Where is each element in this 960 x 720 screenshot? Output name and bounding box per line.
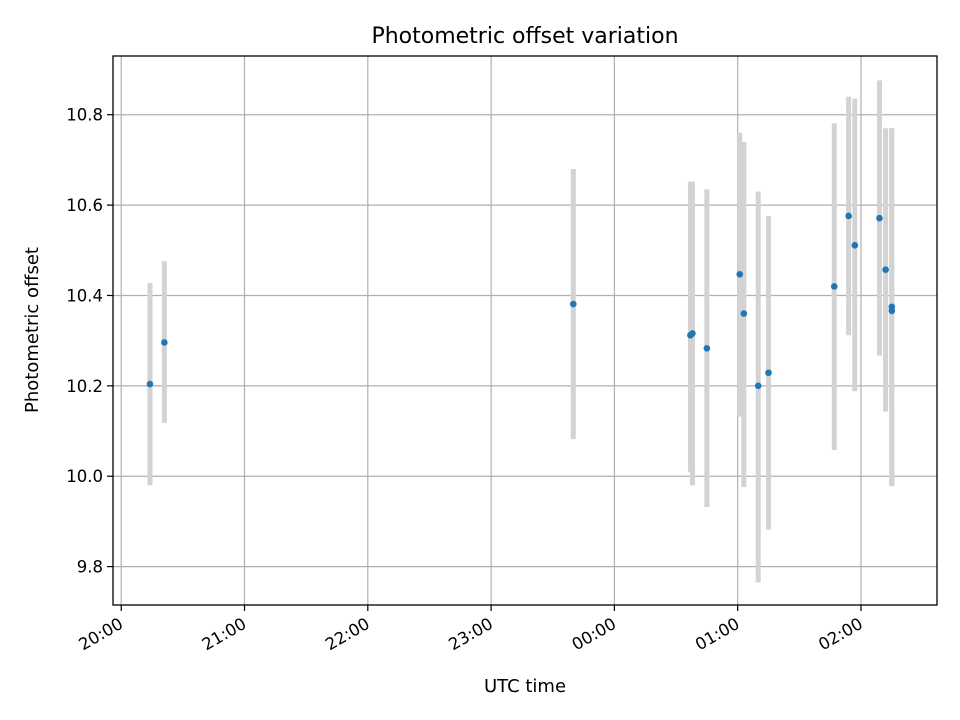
data-point — [689, 330, 696, 337]
data-point — [830, 283, 838, 290]
data-point — [882, 266, 889, 274]
data-point — [569, 300, 577, 308]
data-point — [851, 242, 859, 249]
plot-frame — [112, 55, 938, 606]
data-point — [876, 214, 883, 222]
y-tick-label: 10.8 — [66, 106, 103, 125]
data-point — [703, 345, 711, 352]
x-tick-label: 21:00 — [199, 614, 250, 654]
x-tick-label: 20:00 — [76, 614, 127, 654]
data-point — [754, 382, 762, 390]
y-tick-label: 10.4 — [66, 286, 103, 305]
data-point — [740, 310, 748, 317]
x-axis-label: UTC time — [484, 676, 566, 697]
grid-layer — [113, 56, 937, 605]
data-point — [765, 369, 772, 377]
y-tick-label: 9.8 — [77, 558, 103, 577]
x-tick-label: 02:00 — [815, 614, 866, 654]
data-point — [845, 212, 852, 220]
y-tick-label: 10.0 — [66, 467, 103, 486]
data-point — [146, 380, 154, 388]
y-axis-label: Photometric offset — [22, 247, 43, 413]
y-tick-label: 10.2 — [66, 377, 103, 396]
x-tick-label: 00:00 — [569, 614, 620, 654]
x-tick-label: 22:00 — [322, 614, 373, 654]
data-point — [888, 307, 896, 315]
x-tick-label: 23:00 — [445, 614, 496, 654]
errorbar-layer — [147, 80, 895, 583]
y-tick-label: 10.6 — [66, 196, 103, 215]
x-tick-label: 01:00 — [692, 614, 743, 654]
x-axis-ticks: 20:00 21:00 22:00 23:00 00:00 01:00 02:00 — [76, 605, 866, 654]
data-point — [161, 339, 168, 346]
y-axis-ticks: 9.8 10.0 10.2 10.4 10.6 10.8 — [66, 106, 113, 577]
data-point — [736, 270, 744, 278]
point-layer — [146, 212, 896, 390]
chart-title: Photometric offset variation — [371, 24, 678, 49]
